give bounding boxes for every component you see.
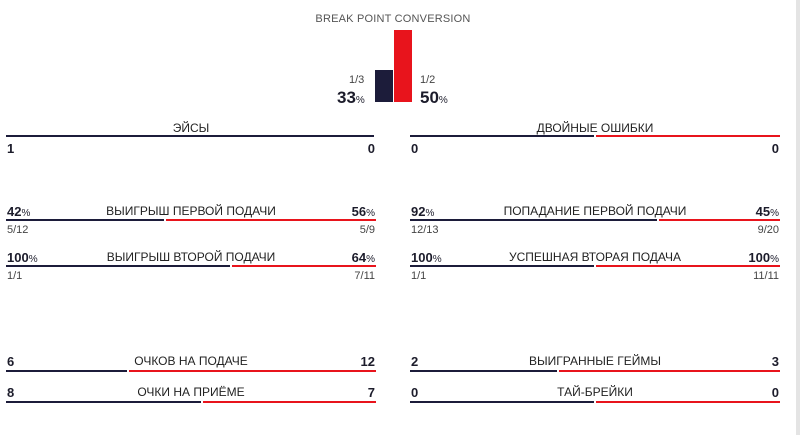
stat-first-serve-in: 92% ПОПАДАНИЕ ПЕРВОЙ ПОДАЧИ 45% 12/13 9/… <box>410 204 780 248</box>
stat-bar-player2 <box>559 370 780 372</box>
stat-second-serve-in: 100% УСПЕШНАЯ ВТОРАЯ ПОДАЧА 100% 1/1 11/… <box>410 250 780 294</box>
stat-bar-player1 <box>6 135 374 137</box>
stat-bar-player2 <box>659 219 780 221</box>
break-point-bar-player1 <box>375 70 393 102</box>
stat-second-serve-won: 100% ВЫИГРЫШ ВТОРОЙ ПОДАЧИ 64% 1/1 7/11 <box>6 250 376 294</box>
stat-value-player2: 0 <box>771 141 779 156</box>
stat-return-points: 8 ОЧКИ НА ПРИЁМЕ 7 <box>6 385 376 429</box>
stat-title: УСПЕШНАЯ ВТОРАЯ ПОДАЧА <box>508 250 681 264</box>
stat-title: ОЧКИ НА ПРИЁМЕ <box>137 385 245 399</box>
stat-title: ОЧКОВ НА ПОДАЧЕ <box>134 354 248 368</box>
stat-bar-player2 <box>129 370 376 372</box>
stat-bar-player1 <box>6 370 127 372</box>
stat-value-player1: 0 <box>411 385 419 400</box>
stat-bar-player1 <box>410 135 594 137</box>
stat-sub-player1: 5/12 <box>7 224 29 236</box>
break-point-fraction-player1: 1/3 <box>349 74 365 86</box>
stat-bar-player2 <box>596 265 780 267</box>
stat-value-player2: 3 <box>771 354 779 369</box>
stat-bar-player1 <box>410 401 594 403</box>
stat-tie-breaks: 0 ТАЙ-БРЕЙКИ 0 <box>410 385 780 429</box>
stat-bar-player2 <box>232 265 376 267</box>
stat-double-faults: ДВОЙНЫЕ ОШИБКИ 0 0 <box>410 121 780 165</box>
stat-first-serve-won: 42% ВЫИГРЫШ ПЕРВОЙ ПОДАЧИ 56% 5/12 5/9 <box>6 204 376 248</box>
stat-sub-player1: 1/1 <box>411 270 427 282</box>
stat-bar-player1 <box>410 219 657 221</box>
stat-title: ЭЙСЫ <box>172 121 210 135</box>
stat-bar-player2 <box>166 219 376 221</box>
stat-title: ВЫИГРЫШ ВТОРОЙ ПОДАЧИ <box>106 250 276 264</box>
stat-bar-player2 <box>596 401 780 403</box>
stat-sub-player2: 11/11 <box>753 270 779 282</box>
stat-sub-player2: 7/11 <box>354 270 375 282</box>
stat-value-player1: 42% <box>7 204 31 219</box>
stat-title: ПОПАДАНИЕ ПЕРВОЙ ПОДАЧИ <box>503 204 687 218</box>
stat-title: ВЫИГРЫШ ПЕРВОЙ ПОДАЧИ <box>106 204 276 218</box>
stat-sub-player2: 5/9 <box>359 224 375 236</box>
stat-value-player2: 45% <box>755 204 779 219</box>
stat-value-player2: 100% <box>748 250 779 265</box>
stat-value-player2: 0 <box>771 385 779 400</box>
break-point-percent-player1: 33% <box>337 88 365 107</box>
break-point-title: BREAK POINT CONVERSION <box>315 13 471 25</box>
stat-value-player1: 1 <box>7 141 15 156</box>
stat-value-player2: 0 <box>367 141 375 156</box>
stat-value-player1: 0 <box>411 141 419 156</box>
stat-value-player1: 6 <box>7 354 15 369</box>
stat-bar-player1 <box>6 401 201 403</box>
stat-bar-player1 <box>6 219 164 221</box>
stat-sub-player1: 1/1 <box>7 270 23 282</box>
stat-bar-player1 <box>410 370 557 372</box>
stat-value-player1: 8 <box>7 385 15 400</box>
break-point-bar-player2 <box>394 30 412 102</box>
stat-value-player1: 2 <box>411 354 419 369</box>
stat-bar-player1 <box>410 265 594 267</box>
stat-title: ТАЙ-БРЕЙКИ <box>557 385 633 399</box>
right-edge-strip <box>796 0 800 435</box>
stat-service-points: 6 ОЧКОВ НА ПОДАЧЕ 12 <box>6 354 376 398</box>
stat-value-player1: 100% <box>411 250 442 265</box>
stat-sub-player2: 9/20 <box>757 224 779 236</box>
stat-games-won: 2 ВЫИГРАННЫЕ ГЕЙМЫ 3 <box>410 354 780 398</box>
stat-value-player2: 7 <box>367 385 375 400</box>
stat-value-player1: 100% <box>7 250 38 265</box>
stat-value-player2: 12 <box>360 354 375 369</box>
stat-value-player2: 56% <box>351 204 375 219</box>
stat-title: ВЫИГРАННЫЕ ГЕЙМЫ <box>529 354 661 368</box>
stat-bar-player1 <box>6 265 230 267</box>
stat-bar-player2 <box>596 135 780 137</box>
stat-bar-player2 <box>203 401 376 403</box>
stat-value-player1: 92% <box>411 204 435 219</box>
break-point-percent-player2: 50% <box>420 88 448 107</box>
break-point-fraction-player2: 1/2 <box>420 74 436 86</box>
stat-value-player2: 64% <box>351 250 375 265</box>
stat-aces: ЭЙСЫ 1 0 <box>6 121 376 165</box>
stat-title: ДВОЙНЫЕ ОШИБКИ <box>536 121 654 135</box>
stat-sub-player1: 12/13 <box>411 224 439 236</box>
